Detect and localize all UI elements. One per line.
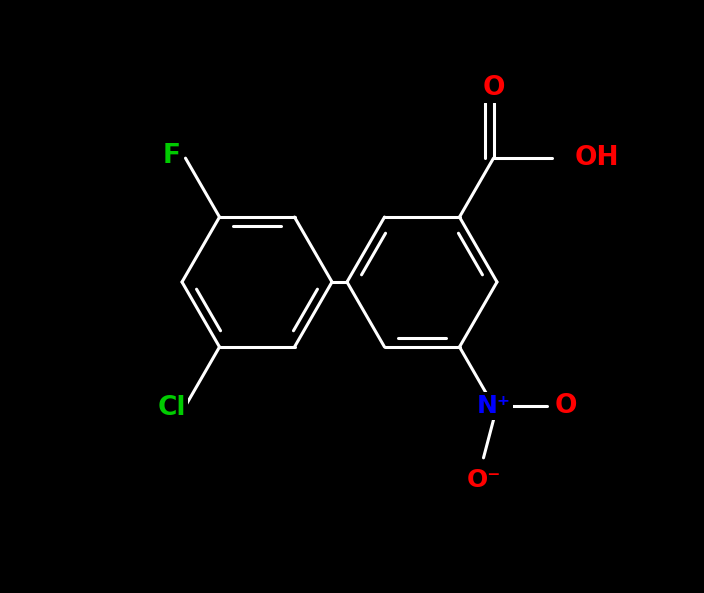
Text: O⁻: O⁻ bbox=[466, 468, 501, 492]
Text: O: O bbox=[554, 393, 577, 419]
Text: F: F bbox=[163, 143, 180, 169]
Text: Cl: Cl bbox=[157, 395, 186, 421]
Text: O: O bbox=[482, 75, 505, 101]
Text: N⁺: N⁺ bbox=[477, 394, 510, 418]
Text: OH: OH bbox=[574, 145, 619, 171]
